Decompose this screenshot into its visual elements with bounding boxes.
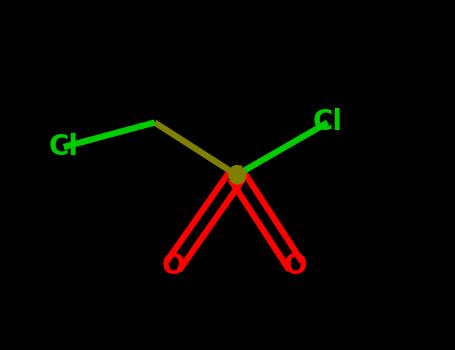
Text: Cl: Cl xyxy=(313,108,343,136)
Text: Cl: Cl xyxy=(49,133,79,161)
Text: O: O xyxy=(284,252,308,280)
Text: O: O xyxy=(161,252,185,280)
Text: S: S xyxy=(228,165,245,185)
